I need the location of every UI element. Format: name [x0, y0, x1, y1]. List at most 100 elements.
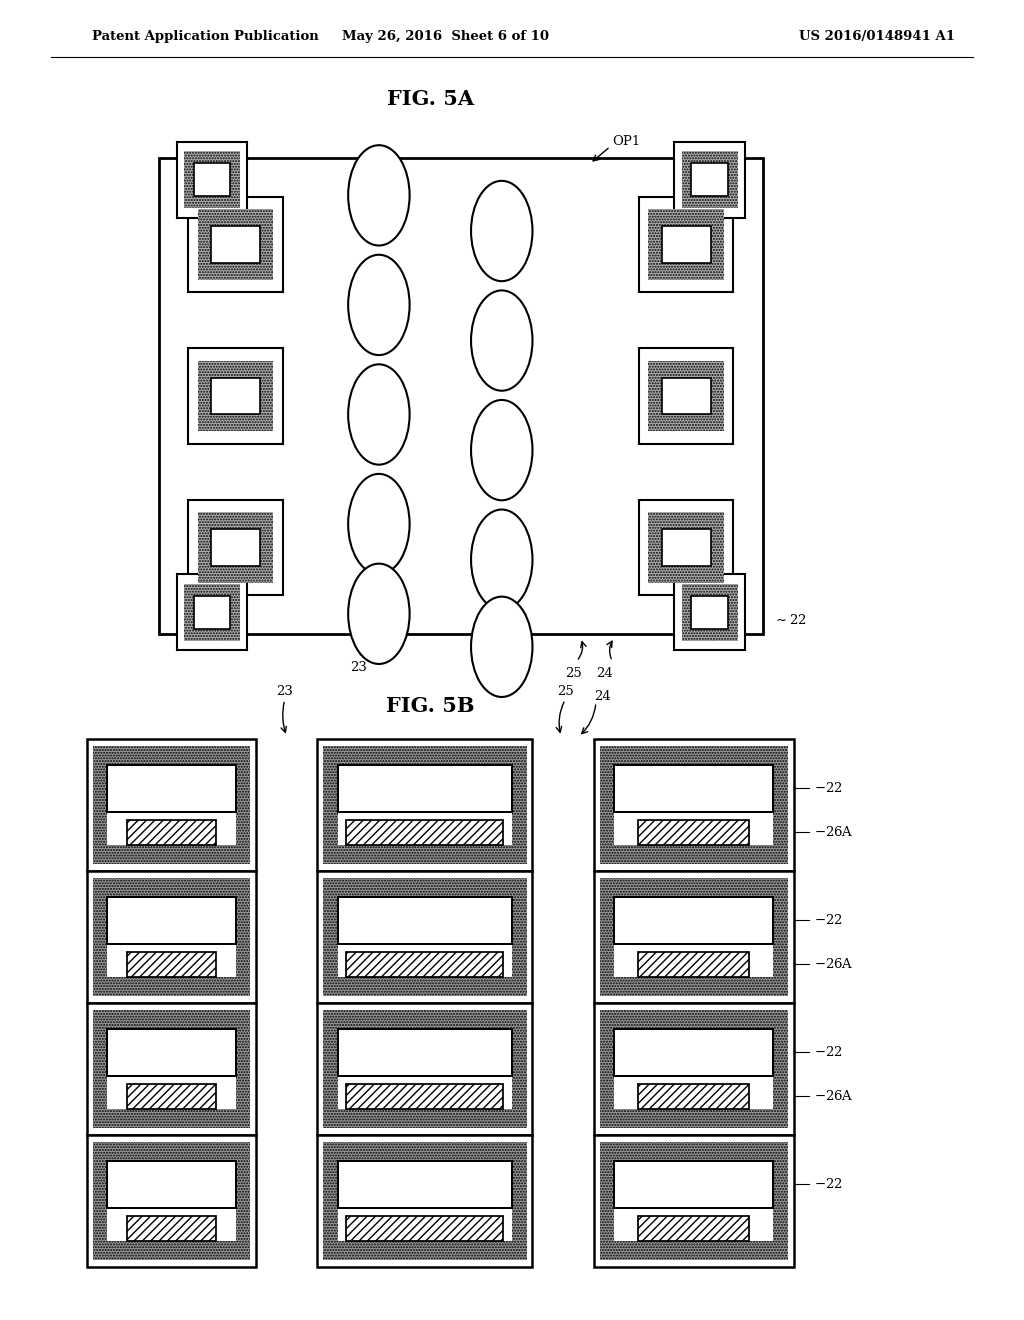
Bar	[614, 1162, 773, 1241]
Text: 24: 24	[594, 690, 610, 704]
Bar	[194, 164, 230, 195]
Bar	[108, 1162, 236, 1208]
Bar	[108, 766, 236, 812]
Bar	[317, 739, 532, 871]
Text: Patent Application Publication: Patent Application Publication	[92, 30, 318, 44]
Bar	[177, 574, 247, 651]
Bar	[338, 766, 512, 845]
Bar	[324, 879, 526, 997]
Text: 23: 23	[276, 685, 293, 698]
Text: FIG. 5A: FIG. 5A	[386, 88, 474, 110]
Bar	[211, 378, 260, 414]
Ellipse shape	[348, 145, 410, 246]
Text: 25: 25	[557, 685, 573, 698]
Bar	[177, 141, 247, 218]
Text: FIG. 5B: FIG. 5B	[386, 696, 474, 717]
Bar	[594, 871, 794, 1003]
Bar	[614, 766, 773, 812]
Ellipse shape	[348, 255, 410, 355]
Bar	[648, 360, 724, 432]
Bar	[594, 739, 794, 871]
Ellipse shape	[471, 400, 532, 500]
Bar	[662, 226, 711, 263]
Bar	[127, 1216, 216, 1241]
Bar	[675, 141, 744, 218]
Text: US 2016/0148941 A1: US 2016/0148941 A1	[799, 30, 954, 44]
Bar	[93, 1143, 250, 1259]
Ellipse shape	[471, 290, 532, 391]
Bar	[108, 766, 236, 845]
Bar	[639, 348, 733, 444]
Bar	[594, 1135, 794, 1267]
Bar	[188, 348, 283, 444]
Bar	[338, 1030, 512, 1076]
Polygon shape	[159, 158, 763, 634]
Bar	[127, 1084, 216, 1109]
Bar	[87, 739, 256, 871]
Bar	[662, 529, 711, 566]
Bar	[108, 898, 236, 944]
Bar	[198, 512, 273, 583]
Ellipse shape	[471, 181, 532, 281]
Bar	[127, 820, 216, 845]
Bar	[198, 360, 273, 432]
Bar	[184, 583, 240, 642]
Bar	[648, 512, 724, 583]
Bar	[614, 1030, 773, 1109]
Bar	[691, 164, 728, 195]
Bar	[346, 1216, 504, 1241]
Bar	[198, 209, 273, 280]
Ellipse shape	[471, 597, 532, 697]
Ellipse shape	[348, 474, 410, 574]
Bar	[93, 879, 250, 997]
Bar	[638, 1216, 750, 1241]
Bar	[639, 500, 733, 595]
Bar	[614, 898, 773, 977]
Bar	[93, 1011, 250, 1127]
Bar	[87, 871, 256, 1003]
Text: $-$22: $-$22	[814, 1045, 843, 1060]
Bar	[108, 1162, 236, 1241]
Bar	[614, 766, 773, 845]
Bar	[599, 1143, 788, 1259]
Bar	[108, 898, 236, 977]
Bar	[211, 226, 260, 263]
Text: 24: 24	[596, 667, 612, 680]
Bar	[338, 898, 512, 977]
Bar	[614, 898, 773, 944]
Bar	[127, 952, 216, 977]
Bar	[188, 197, 283, 292]
Bar	[594, 1003, 794, 1135]
Bar	[317, 871, 532, 1003]
Bar	[682, 583, 737, 642]
Bar	[638, 1084, 750, 1109]
Bar	[682, 150, 737, 209]
Bar	[599, 879, 788, 997]
Bar	[338, 1162, 512, 1241]
Bar	[108, 1030, 236, 1109]
Text: $-$22: $-$22	[814, 1177, 843, 1192]
Bar	[638, 952, 750, 977]
Ellipse shape	[471, 510, 532, 610]
Bar	[338, 1030, 512, 1109]
Ellipse shape	[348, 364, 410, 465]
Text: 25: 25	[565, 667, 582, 680]
Bar	[211, 529, 260, 566]
Bar	[662, 378, 711, 414]
Text: $-$26A: $-$26A	[814, 957, 854, 972]
Bar	[317, 1135, 532, 1267]
Bar	[599, 1011, 788, 1127]
Bar	[614, 1162, 773, 1208]
Bar	[599, 747, 788, 865]
Bar	[614, 1030, 773, 1076]
Text: $-$26A: $-$26A	[814, 1089, 854, 1104]
Bar	[691, 597, 728, 628]
Bar	[324, 1143, 526, 1259]
Bar	[317, 1003, 532, 1135]
Text: $-$26A: $-$26A	[814, 825, 854, 840]
Bar	[184, 150, 240, 209]
Ellipse shape	[348, 564, 410, 664]
Text: 23: 23	[350, 661, 367, 675]
Bar	[346, 952, 504, 977]
Bar	[338, 766, 512, 812]
